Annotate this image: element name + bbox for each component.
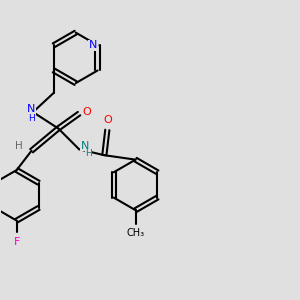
Text: N: N [27,104,36,114]
Text: O: O [82,107,91,117]
Text: CH₃: CH₃ [127,228,145,238]
Text: F: F [14,237,20,247]
Text: H: H [85,149,92,158]
Text: O: O [103,116,112,125]
Text: H: H [28,113,35,122]
Text: N: N [89,40,97,50]
Text: N: N [81,141,89,151]
Text: H: H [15,141,22,151]
